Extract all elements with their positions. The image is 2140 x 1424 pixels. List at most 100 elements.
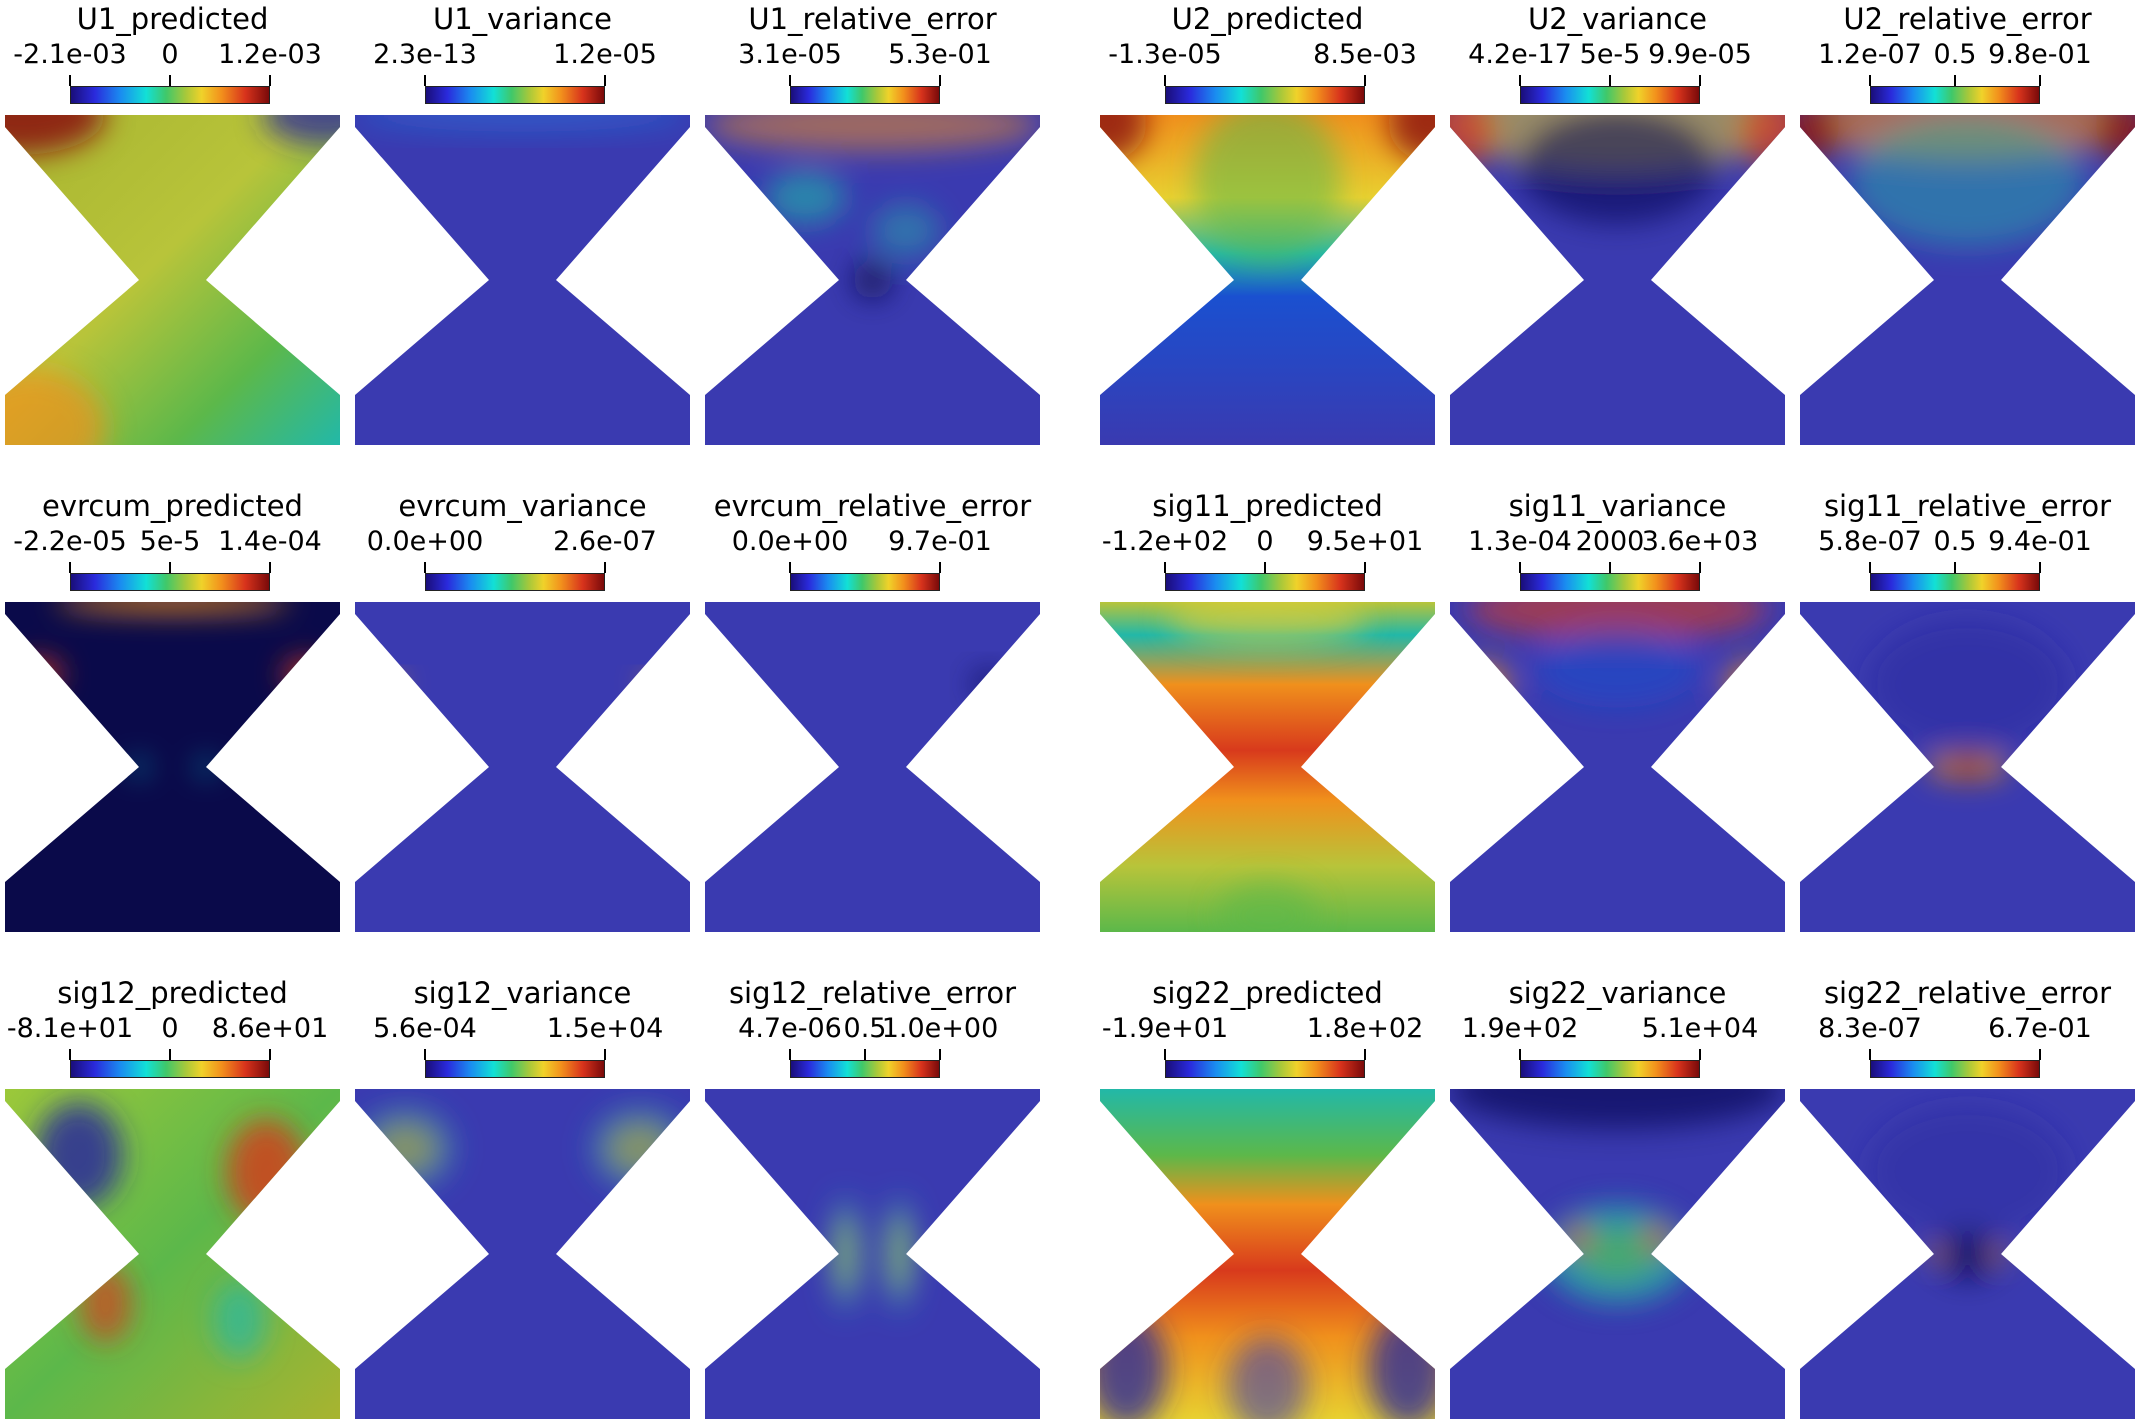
colorbar-label: 0 [161, 39, 179, 70]
colorbar [1165, 573, 1365, 591]
panel-evrcum-predicted: evrcum_predicted -2.2e-05 5e-5 1.4e-04 [5, 487, 340, 937]
colorbar-tick [1264, 562, 1266, 573]
colorbar-tick [604, 562, 606, 573]
colorbar-label: 1.9e+02 [1461, 1013, 1579, 1044]
colorbar-tick [1699, 75, 1701, 86]
colorbar [1165, 1060, 1365, 1078]
panel-title: sig11_relative_error [1823, 489, 2112, 523]
colorbar-tick [169, 562, 171, 573]
colorbar-tick [1609, 75, 1611, 86]
colorbar-tick [789, 1049, 791, 1060]
colorbar-label: -2.2e-05 [13, 526, 127, 557]
panel-title: U2_relative_error [1843, 2, 2092, 36]
colorbar-label: 8.5e-03 [1313, 39, 1417, 70]
field-blob [1934, 1227, 2001, 1281]
colorbar-tick [1364, 75, 1366, 86]
panel-evrcum-relative-error: evrcum_relative_error 0.0e+00 9.7e-01 [705, 487, 1040, 937]
field-blob [1100, 115, 1147, 162]
hourglass-mesh [1450, 602, 1785, 932]
colorbar-tick [939, 75, 941, 86]
colorbar-label: 1.2e-03 [218, 39, 322, 70]
panel-title: sig11_variance [1508, 489, 1727, 523]
panel-title: sig12_relative_error [728, 976, 1017, 1010]
colorbar-label: 3.6e+03 [1641, 526, 1759, 557]
panel-sig22-variance: sig22_variance 1.9e+02 5.1e+04 [1450, 974, 1785, 1424]
hourglass-mesh [1100, 115, 1435, 445]
field-blob [78, 1263, 133, 1344]
field-blob [1927, 1247, 1941, 1261]
field-blob [199, 760, 213, 774]
colorbar-label: 5.1e+04 [1641, 1013, 1759, 1044]
colorbar-label: 0.5 [843, 1013, 887, 1044]
panel-sig22-relative-error: sig22_relative_error 8.3e-07 6.7e-01 [1800, 974, 2135, 1424]
field-blob [355, 115, 690, 132]
field-blob [212, 1280, 267, 1360]
colorbar-label: 1.0e+00 [881, 1013, 999, 1044]
colorbar-tick [269, 75, 271, 86]
colorbar-tick [1869, 1049, 1871, 1060]
colorbar-label: 2.6e-07 [553, 526, 657, 557]
colorbar [70, 1060, 270, 1078]
panel-evrcum-variance: evrcum_variance 0.0e+00 2.6e-07 [355, 487, 690, 937]
field-blob [262, 115, 340, 145]
colorbar-tick [1519, 75, 1521, 86]
colorbar-tick [424, 1049, 426, 1060]
field-blob [872, 204, 940, 257]
colorbar-tick [1954, 562, 1956, 573]
field-blob [1867, 618, 2068, 751]
hourglass-mesh [1450, 1089, 1785, 1419]
panel-u2-relative-error: U2_relative_error 1.2e-07 0.5 9.8e-01 [1800, 0, 2135, 450]
panel-title: U2_variance [1527, 2, 1708, 36]
field-blob [882, 1194, 917, 1314]
hourglass-mesh [1450, 115, 1785, 445]
field-blob [5, 115, 106, 155]
colorbar-label: 9.9e-05 [1648, 39, 1752, 70]
field-blob [1456, 661, 1511, 708]
panel-title: sig12_variance [413, 976, 632, 1010]
field-blob [1563, 1224, 1591, 1251]
panel-title: sig22_predicted [1152, 976, 1383, 1010]
panel-title: evrcum_relative_error [713, 489, 1032, 523]
field-blob [765, 171, 846, 224]
colorbar-label: 9.5e+01 [1306, 526, 1424, 557]
field-blob [1450, 1089, 1785, 1129]
colorbar-label: 2000 [1575, 526, 1645, 557]
colorbar [1870, 573, 2040, 591]
colorbar [790, 573, 940, 591]
colorbar-label: 4.2e-17 [1468, 39, 1572, 70]
hourglass-mesh [355, 115, 690, 445]
field-blob [15, 658, 62, 692]
colorbar-tick [1609, 562, 1611, 573]
colorbar-tick [1164, 562, 1166, 573]
colorbar-label: 0.5 [1933, 526, 1977, 557]
colorbar-tick [1869, 562, 1871, 573]
panel-u2-predicted: U2_predicted -1.3e-05 8.5e-03 [1100, 0, 1435, 450]
panel-sig11-predicted: sig11_predicted -1.2e+02 0 9.5e+01 [1100, 487, 1435, 937]
panel-title: sig22_relative_error [1823, 976, 2112, 1010]
colorbar-tick [1954, 75, 1956, 86]
colorbar [70, 86, 270, 104]
colorbar-label: 1.2e-07 [1818, 39, 1922, 70]
colorbar-tick [1164, 75, 1166, 86]
field-blob [355, 1105, 456, 1192]
field-blob [35, 1102, 123, 1208]
field-base [355, 602, 690, 932]
panel-title: U1_relative_error [748, 2, 997, 36]
colorbar-label: 8.6e+01 [211, 1013, 329, 1044]
hourglass-mesh [1800, 115, 2135, 445]
colorbar [1870, 1060, 2040, 1078]
colorbar-tick [1699, 562, 1701, 573]
colorbar [1520, 1060, 1700, 1078]
colorbar-tick [69, 562, 71, 573]
colorbar-label: -2.1e-03 [13, 39, 127, 70]
colorbar [425, 86, 605, 104]
field-base [705, 602, 1040, 932]
field-blob [1994, 1247, 2008, 1261]
panel-u2-variance: U2_variance 4.2e-17 5e-5 9.9e-05 [1450, 0, 1785, 450]
colorbar-label: 3.1e-05 [738, 39, 842, 70]
colorbar-label: 6.7e-01 [1988, 1013, 2092, 1044]
panel-title: U1_predicted [76, 2, 269, 36]
colorbar-label: 5e-5 [139, 526, 201, 557]
colorbar-tick [1519, 1049, 1521, 1060]
